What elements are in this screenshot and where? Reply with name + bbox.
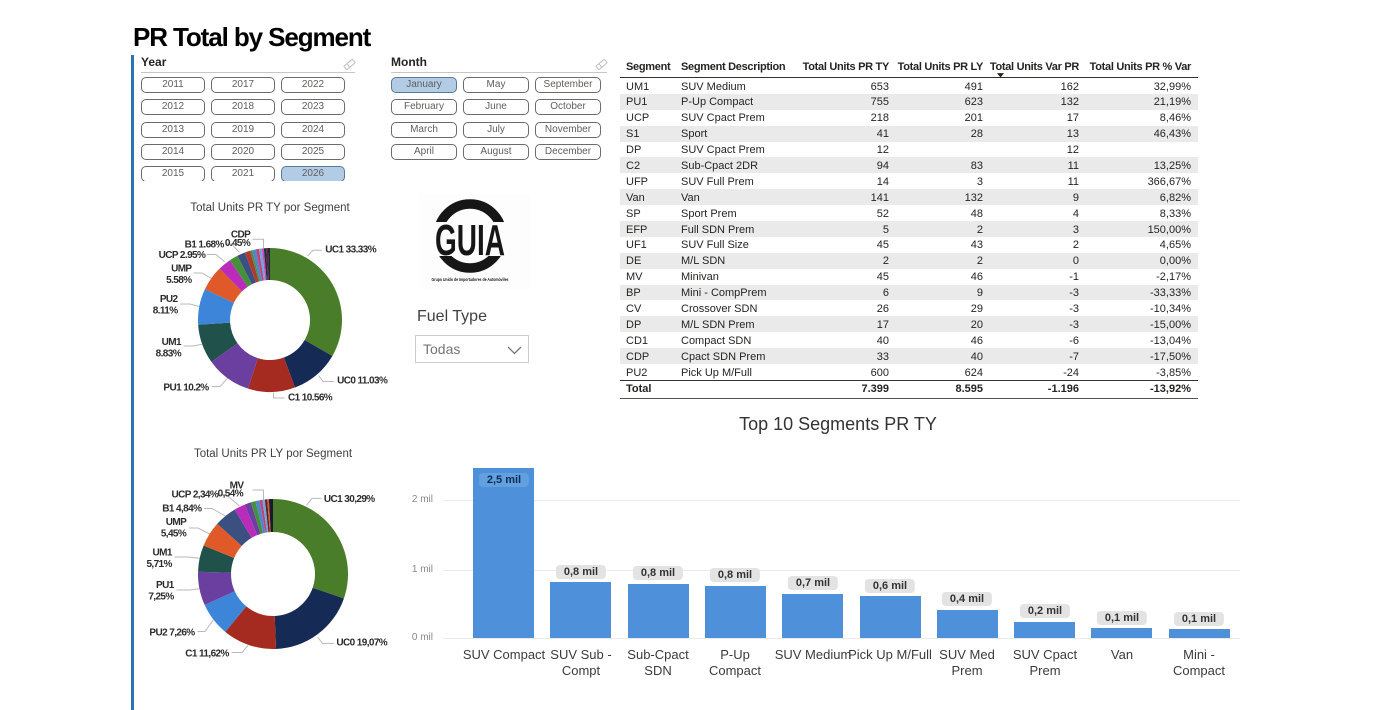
svg-text:UC0 19,07%: UC0 19,07% (336, 637, 387, 648)
svg-text:PU1 10.2%: PU1 10.2% (163, 383, 209, 394)
svg-text:UC0 11.03%: UC0 11.03% (337, 376, 388, 387)
svg-text:Grupo Unido de Importadores de: Grupo Unido de Importadores de Automóvil… (432, 277, 509, 283)
svg-text:UMP: UMP (166, 517, 187, 528)
svg-text:UMP: UMP (171, 264, 192, 275)
svg-text:5,71%: 5,71% (146, 559, 172, 570)
svg-text:UC1 33.33%: UC1 33.33% (325, 245, 376, 256)
svg-text:5,45%: 5,45% (161, 529, 187, 540)
svg-text:CDP: CDP (231, 230, 251, 241)
svg-text:0,54%: 0,54% (218, 489, 244, 500)
svg-text:MV: MV (230, 481, 245, 492)
svg-text:UM1: UM1 (162, 337, 182, 348)
svg-text:GUIA: GUIA (435, 216, 505, 265)
svg-text:C1 11,62%: C1 11,62% (185, 648, 229, 659)
svg-text:5.58%: 5.58% (166, 275, 192, 286)
svg-text:UCP 2.95%: UCP 2.95% (159, 250, 206, 261)
svg-text:PU2: PU2 (160, 294, 179, 305)
svg-text:PU1: PU1 (156, 580, 175, 591)
svg-text:B1 4,84%: B1 4,84% (162, 504, 202, 515)
svg-text:8.83%: 8.83% (156, 349, 182, 360)
svg-text:B1 1.68%: B1 1.68% (185, 240, 225, 251)
svg-text:C1 10.56%: C1 10.56% (288, 392, 333, 403)
svg-text:8.11%: 8.11% (153, 306, 179, 317)
svg-text:UM1: UM1 (152, 548, 172, 559)
svg-text:7,25%: 7,25% (148, 592, 174, 603)
svg-text:UCP 2,34%: UCP 2,34% (172, 490, 219, 501)
svg-text:PU2 7,26%: PU2 7,26% (149, 628, 195, 639)
svg-text:UC1 30,29%: UC1 30,29% (324, 494, 375, 505)
svg-text:0.45%: 0.45% (225, 238, 251, 249)
